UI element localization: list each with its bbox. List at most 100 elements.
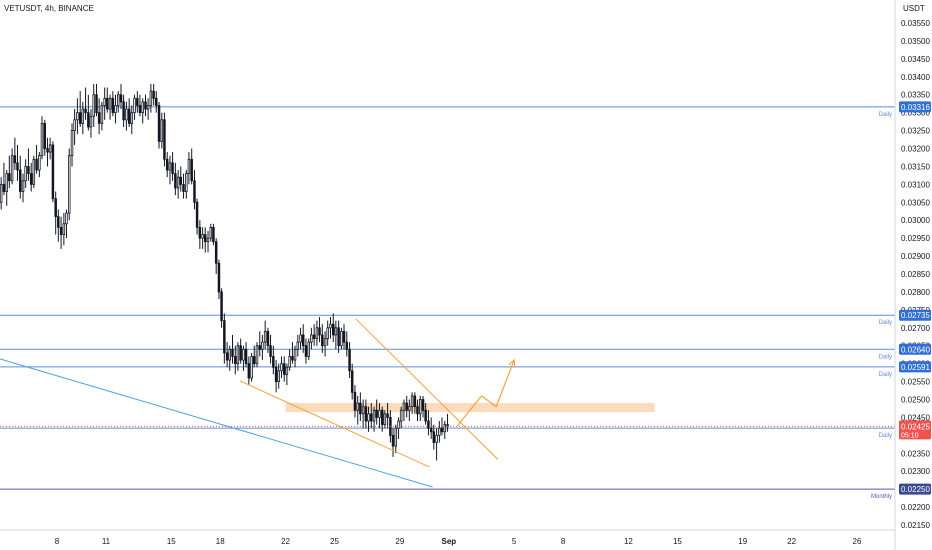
candle <box>334 320 338 350</box>
candle-body <box>24 166 27 182</box>
candle <box>190 148 193 185</box>
candle-body <box>32 158 36 185</box>
y-tick-label: 0.02550 <box>901 378 930 387</box>
candle-body <box>353 391 357 411</box>
candle-body <box>220 291 223 322</box>
candle-body <box>171 162 174 174</box>
level-price-label-text: 0.02250 <box>901 485 930 494</box>
candle <box>127 98 131 127</box>
candle <box>299 327 302 350</box>
y-tick-label: 0.03500 <box>901 37 930 46</box>
candle-body <box>410 395 414 408</box>
y-tick-label: 0.02900 <box>901 252 930 261</box>
candle <box>252 345 256 368</box>
candle-body <box>5 173 8 192</box>
projection-path <box>456 359 515 427</box>
candle <box>350 363 354 400</box>
candle-body <box>57 216 60 228</box>
candle <box>89 109 93 138</box>
candle-body <box>204 234 207 243</box>
candle-body <box>193 180 196 203</box>
candle <box>242 345 245 371</box>
candle-body <box>348 348 351 372</box>
candle <box>266 327 270 353</box>
candle <box>29 162 33 192</box>
candle-body <box>136 97 139 106</box>
candle <box>119 83 123 110</box>
candle-body <box>440 427 444 433</box>
candle-body <box>258 345 262 350</box>
candle <box>24 159 27 188</box>
candle-body <box>370 413 373 422</box>
candle-body <box>27 166 30 175</box>
candle-body <box>280 363 283 372</box>
candle <box>187 152 191 185</box>
candle <box>116 91 120 113</box>
candle <box>269 334 272 364</box>
candle-body <box>255 345 259 365</box>
candle <box>244 342 248 368</box>
candle-body <box>190 158 193 182</box>
candle <box>236 342 240 371</box>
candle-body <box>234 356 237 365</box>
candle-body <box>29 173 33 185</box>
candle <box>394 424 398 454</box>
candle-body <box>413 395 417 408</box>
candle <box>87 94 90 131</box>
candle <box>81 101 85 135</box>
x-tick-label: 11 <box>102 537 111 546</box>
candle <box>141 98 144 124</box>
candle-body <box>81 108 85 124</box>
candle <box>59 216 63 249</box>
candle <box>155 91 158 113</box>
candle-body <box>35 158 38 171</box>
candle-body <box>59 226 63 235</box>
x-tick-label: 15 <box>167 537 176 546</box>
candle <box>372 406 376 432</box>
candle-body <box>402 402 406 411</box>
candle <box>293 345 297 368</box>
candle <box>27 148 30 181</box>
candle-body <box>438 427 441 436</box>
y-tick-label: 0.02150 <box>901 521 930 530</box>
candle-body <box>416 406 419 415</box>
candle <box>348 342 351 378</box>
candle-body <box>8 173 11 182</box>
candle-body <box>76 112 79 121</box>
candle-body <box>119 94 123 103</box>
candle-body <box>78 112 82 124</box>
candle-body <box>285 366 289 375</box>
candle-body <box>214 241 218 264</box>
candle-body <box>266 330 270 347</box>
candle <box>40 116 44 160</box>
y-tick-label: 0.03000 <box>901 216 930 225</box>
candle <box>342 324 346 350</box>
candle-body <box>155 97 158 106</box>
candle <box>274 360 278 393</box>
candle <box>323 331 327 357</box>
y-tick-label: 0.03050 <box>901 198 930 207</box>
candle <box>46 137 49 167</box>
candle <box>108 94 112 120</box>
candle <box>283 356 286 382</box>
candle <box>198 220 202 249</box>
candle <box>130 105 134 135</box>
candle <box>209 223 213 242</box>
candle-body <box>168 162 172 171</box>
candle <box>375 399 378 425</box>
candle-body <box>73 119 76 131</box>
level-price-label-bg <box>899 343 931 355</box>
candle <box>277 363 280 389</box>
candle-body <box>372 409 376 422</box>
candle <box>413 392 417 414</box>
candle-body <box>152 90 155 99</box>
y-tick-label: 0.02800 <box>901 288 930 297</box>
candle <box>152 83 155 106</box>
candle-body <box>383 413 387 426</box>
candle <box>16 144 19 181</box>
y-tick-label: 0.03450 <box>901 55 930 64</box>
candle-body <box>144 101 147 110</box>
candle-body <box>359 402 362 415</box>
candle <box>2 162 6 196</box>
